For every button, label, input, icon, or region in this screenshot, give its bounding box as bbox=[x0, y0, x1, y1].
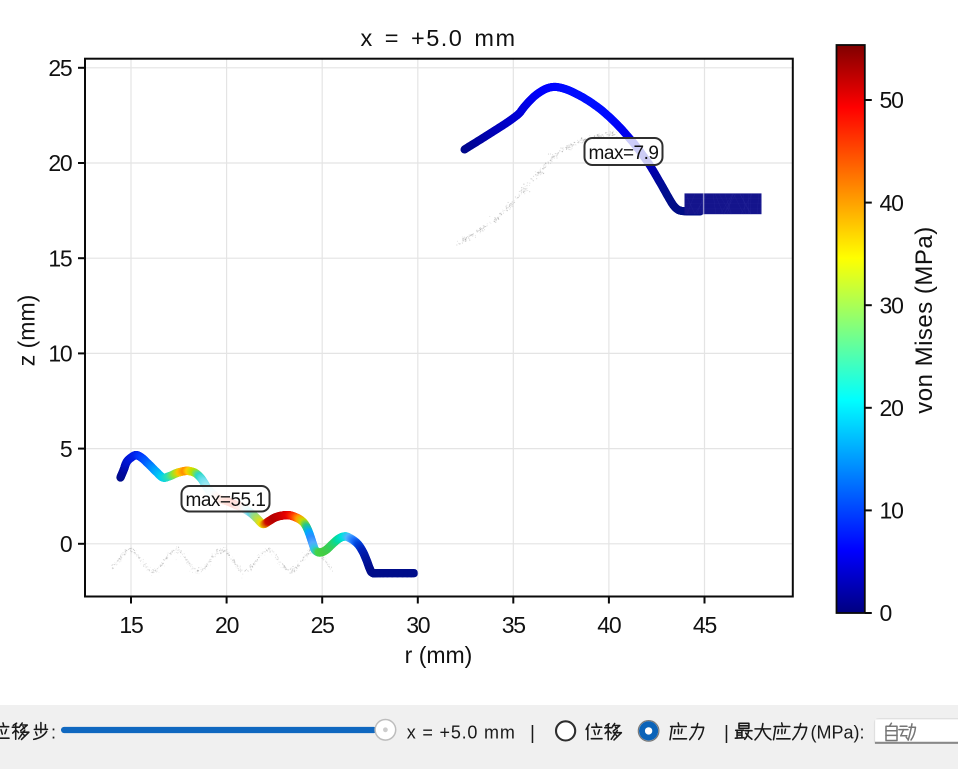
svg-text:50: 50 bbox=[880, 87, 904, 113]
svg-text:5: 5 bbox=[60, 436, 72, 462]
svg-text:35: 35 bbox=[502, 612, 526, 638]
svg-text:25: 25 bbox=[48, 55, 72, 81]
svg-text:von Mises (MPa): von Mises (MPa) bbox=[911, 226, 938, 414]
svg-text:40: 40 bbox=[597, 612, 621, 638]
svg-text:30: 30 bbox=[880, 292, 904, 318]
svg-text:max=55.1: max=55.1 bbox=[186, 490, 266, 511]
svg-text:10: 10 bbox=[48, 341, 72, 367]
svg-text:20: 20 bbox=[215, 612, 239, 638]
svg-text:30: 30 bbox=[406, 612, 430, 638]
svg-text:r (mm): r (mm) bbox=[405, 642, 473, 668]
svg-text:max=7.9: max=7.9 bbox=[589, 143, 659, 164]
svg-text::: : bbox=[51, 723, 56, 743]
svg-text:z (mm): z (mm) bbox=[14, 295, 40, 367]
svg-text:x = +5.0 mm: x = +5.0 mm bbox=[407, 723, 516, 743]
svg-text:10: 10 bbox=[880, 498, 904, 524]
svg-text:|: | bbox=[724, 723, 729, 744]
svg-text:|: | bbox=[530, 723, 535, 744]
svg-text:0: 0 bbox=[880, 600, 892, 626]
svg-text:(MPa):: (MPa): bbox=[811, 723, 865, 743]
svg-text:15: 15 bbox=[48, 245, 72, 271]
svg-text:25: 25 bbox=[311, 612, 335, 638]
svg-text:40: 40 bbox=[880, 190, 904, 216]
svg-text:20: 20 bbox=[48, 150, 72, 176]
svg-text:15: 15 bbox=[119, 612, 143, 638]
svg-text:0: 0 bbox=[60, 531, 72, 557]
svg-text:45: 45 bbox=[693, 612, 717, 638]
svg-text:x = +5.0 mm: x = +5.0 mm bbox=[360, 25, 516, 51]
svg-text:20: 20 bbox=[880, 395, 904, 421]
